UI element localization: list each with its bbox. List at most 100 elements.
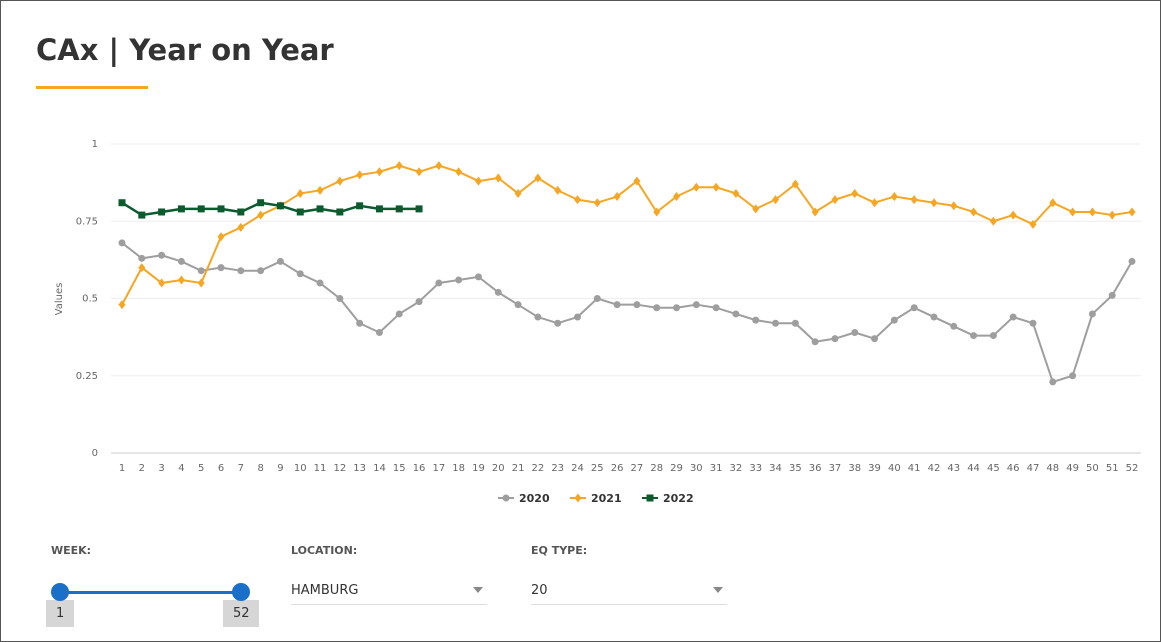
point <box>910 304 918 312</box>
series-line <box>121 242 1133 383</box>
eq-type-dropdown[interactable]: 20 <box>531 583 727 605</box>
point <box>871 198 879 208</box>
point <box>1029 319 1037 327</box>
x-tick-label: 36 <box>809 463 822 474</box>
point <box>534 313 542 321</box>
point <box>950 201 958 211</box>
x-tick-label: 11 <box>314 463 327 474</box>
y-tick-label: 0.25 <box>76 371 98 382</box>
x-tick-label: 51 <box>1106 463 1119 474</box>
point <box>574 493 582 503</box>
x-tick-label: 41 <box>908 463 921 474</box>
point <box>158 251 166 259</box>
point <box>375 328 383 336</box>
legend-label: 2022 <box>663 492 694 505</box>
point <box>752 204 760 214</box>
point <box>633 176 641 186</box>
slider-min-box: 1 <box>46 600 74 627</box>
point <box>197 205 205 213</box>
point <box>316 185 324 195</box>
point <box>573 313 581 321</box>
x-tick-label: 30 <box>690 463 703 474</box>
point <box>989 216 997 226</box>
x-tick-label: 47 <box>1027 463 1040 474</box>
point <box>613 192 621 202</box>
y-tick-label: 0 <box>92 448 98 459</box>
point <box>177 205 185 213</box>
point <box>1049 198 1057 208</box>
x-tick-label: 48 <box>1046 463 1059 474</box>
point <box>494 173 502 183</box>
point <box>118 300 126 310</box>
x-tick-label: 7 <box>238 463 244 474</box>
legend-label: 2020 <box>519 492 550 505</box>
point <box>851 328 859 336</box>
point <box>890 192 898 202</box>
point <box>336 208 344 216</box>
point <box>831 335 839 343</box>
location-dropdown[interactable]: HAMBURG <box>291 583 487 605</box>
point <box>646 494 654 502</box>
x-tick-label: 1 <box>119 463 125 474</box>
x-tick-label: 6 <box>218 463 224 474</box>
x-tick-label: 31 <box>710 463 723 474</box>
x-tick-label: 32 <box>730 463 743 474</box>
week-label: WEEK: <box>51 544 92 557</box>
point <box>791 319 799 327</box>
point <box>375 167 383 177</box>
point <box>455 167 463 177</box>
point <box>1108 291 1116 299</box>
x-tick-label: 38 <box>848 463 861 474</box>
page-title: CAx | Year on Year <box>36 33 334 67</box>
point <box>276 257 284 265</box>
point <box>177 257 185 265</box>
point <box>692 182 700 192</box>
x-tick-label: 10 <box>294 463 307 474</box>
point <box>435 279 443 287</box>
point <box>970 207 978 217</box>
x-tick-label: 27 <box>631 463 644 474</box>
x-tick-label: 16 <box>413 463 426 474</box>
x-tick-label: 19 <box>472 463 485 474</box>
point <box>118 199 126 207</box>
slider-handle-min[interactable] <box>51 583 69 601</box>
x-tick-label: 43 <box>947 463 960 474</box>
point <box>772 195 780 205</box>
eq-type-label: EQ TYPE: <box>531 544 588 557</box>
x-tick-label: 8 <box>257 463 263 474</box>
x-tick-label: 20 <box>492 463 505 474</box>
x-tick-label: 33 <box>749 463 762 474</box>
point <box>217 264 225 272</box>
x-tick-label: 39 <box>868 463 881 474</box>
point <box>237 208 245 216</box>
point <box>276 202 284 210</box>
point <box>673 304 681 312</box>
point <box>474 176 482 186</box>
x-tick-label: 34 <box>769 463 782 474</box>
point <box>494 288 502 296</box>
x-tick-label: 15 <box>393 463 406 474</box>
point <box>653 207 661 217</box>
point <box>593 295 601 302</box>
y-tick-label: 1 <box>92 139 98 150</box>
slider-track <box>60 591 241 594</box>
point <box>138 263 146 273</box>
x-tick-label: 22 <box>532 463 545 474</box>
point <box>1049 378 1057 386</box>
x-tick-label: 3 <box>158 463 164 474</box>
point <box>1128 257 1136 265</box>
point <box>296 188 304 198</box>
point <box>752 316 760 324</box>
point <box>871 335 879 343</box>
point <box>890 316 898 324</box>
slider-handle-max[interactable] <box>232 583 250 601</box>
x-tick-label: 25 <box>591 463 604 474</box>
point <box>1029 219 1037 229</box>
point <box>296 270 304 278</box>
x-tick-label: 28 <box>650 463 663 474</box>
x-tick-label: 4 <box>178 463 184 474</box>
point <box>1069 372 1077 380</box>
point <box>217 232 225 242</box>
x-tick-label: 49 <box>1066 463 1079 474</box>
